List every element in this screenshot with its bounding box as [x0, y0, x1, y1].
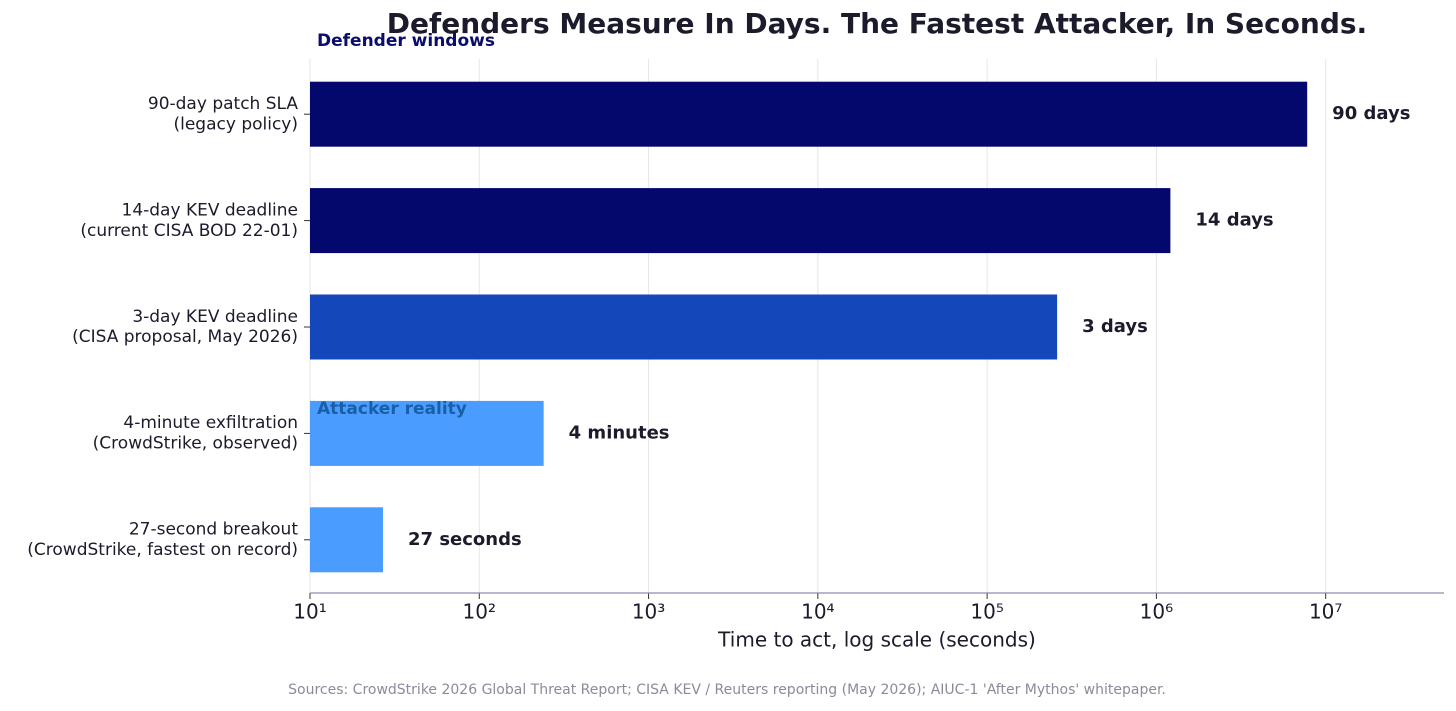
annotation: Defender windows	[317, 31, 495, 51]
value-label: 4 minutes	[569, 422, 670, 443]
value-label: 14 days	[1195, 210, 1273, 231]
x-tick-label: 10⁶	[1140, 600, 1173, 624]
x-tick-label: 10¹	[293, 600, 326, 624]
bar	[310, 507, 384, 573]
y-tick-label: 90-day patch SLA (legacy policy)	[148, 94, 298, 134]
x-tick-label: 10⁷	[1309, 600, 1342, 624]
x-tick-label: 10⁵	[970, 600, 1003, 624]
bar	[310, 294, 1058, 360]
x-axis-label: Time to act, log scale (seconds)	[717, 628, 1036, 652]
x-tick-label: 10³	[632, 600, 665, 624]
chart-title: Defenders Measure In Days. The Fastest A…	[387, 7, 1367, 40]
y-tick-label: 27-second breakout (CrowdStrike, fastest …	[27, 520, 298, 560]
value-label: 90 days	[1332, 103, 1410, 124]
annotation: Attacker reality	[317, 399, 467, 419]
source-note: Sources: CrowdStrike 2026 Global Threat …	[288, 682, 1166, 698]
bar	[310, 81, 1308, 147]
x-tick-label: 10⁴	[801, 600, 834, 624]
y-tick-label: 3-day KEV deadline (CISA proposal, May 20…	[72, 307, 298, 347]
value-label: 27 seconds	[408, 529, 522, 550]
bar	[310, 400, 544, 466]
x-tick-label: 10²	[463, 600, 496, 624]
y-tick-label: 14-day KEV deadline (current CISA BOD 22-…	[80, 200, 298, 240]
bar	[310, 188, 1171, 254]
y-tick-label: 4-minute exfiltration (CrowdStrike, obser…	[93, 413, 298, 453]
value-label: 3 days	[1082, 316, 1148, 337]
